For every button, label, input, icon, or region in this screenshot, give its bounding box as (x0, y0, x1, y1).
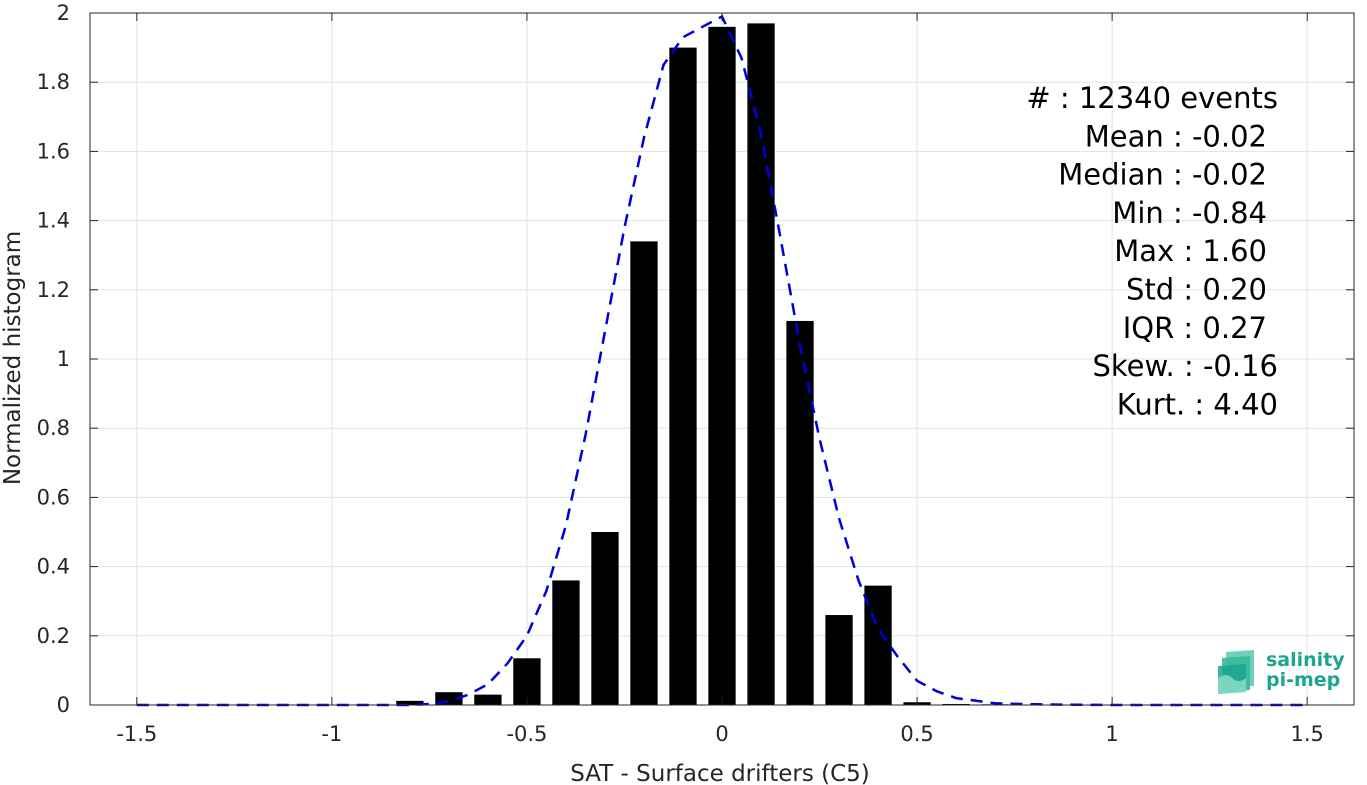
histogram-bar (864, 585, 892, 705)
y-tick-label: 0.4 (37, 555, 70, 579)
x-tick-label: -1.5 (116, 722, 157, 746)
logo-mark-icon (1218, 650, 1254, 694)
histogram-bar (396, 700, 424, 705)
x-tick-label: -0.5 (506, 722, 547, 746)
stats-line: # : 12340 events (1026, 81, 1278, 115)
x-tick-label: 1 (1105, 722, 1118, 746)
y-axis-label: Normalized histogram (0, 231, 26, 485)
stats-line: Skew. : -0.16 (1092, 349, 1278, 383)
stats-line: Median : -0.02 (1058, 158, 1267, 192)
y-tick-label: 0.8 (37, 416, 70, 440)
y-tick-label: 0.6 (37, 485, 70, 509)
y-tick-label: 0 (57, 693, 70, 717)
x-tick-labels: -1.5 -1 -0.5 0 0.5 1 1.5 (116, 722, 1324, 746)
logo-line2: pi-mep (1266, 669, 1340, 691)
histogram-bar (942, 703, 970, 705)
y-tick-labels: 0 0.2 0.4 0.6 0.8 1 1.2 1.4 1.6 1.8 2 (37, 1, 70, 717)
histogram-bar (708, 26, 736, 705)
y-tick-label: 1.8 (37, 70, 70, 94)
x-tick-label: 1.5 (1290, 722, 1323, 746)
stats-line: IQR : 0.27 (1123, 311, 1267, 345)
salinity-pi-mep-logo: salinity pi-mep (1218, 649, 1345, 694)
x-axis-label: SAT - Surface drifters (C5) (570, 761, 870, 785)
stats-line: Std : 0.20 (1126, 273, 1267, 307)
histogram-bar (630, 241, 658, 706)
histogram-bar (825, 615, 853, 705)
stats-line: Kurt. : 4.40 (1117, 387, 1278, 421)
histogram-bar (747, 23, 775, 705)
logo-line1: salinity (1266, 649, 1345, 671)
x-tick-label: -1 (321, 722, 342, 746)
y-tick-label: 2 (57, 1, 70, 25)
y-tick-label: 1.2 (37, 278, 70, 302)
stats-line: Max : 1.60 (1114, 234, 1267, 268)
x-tick-label: 0.5 (900, 722, 933, 746)
y-tick-label: 1.4 (37, 209, 70, 233)
histogram-bar (474, 694, 502, 705)
ticks-group (90, 12, 1354, 706)
y-tick-label: 1 (57, 347, 70, 371)
histogram-bar (786, 320, 814, 705)
y-tick-label: 0.2 (37, 624, 70, 648)
stats-line: Mean : -0.02 (1085, 119, 1267, 153)
histogram-bar (552, 580, 580, 705)
stats-box: # : 12340 events Mean : -0.02 Median : -0.… (1026, 81, 1278, 421)
bars-group (396, 23, 1048, 706)
histogram-bar (669, 47, 697, 706)
x-tick-label: 0 (715, 722, 728, 746)
y-tick-label: 1.6 (37, 139, 70, 163)
stats-line: Min : -0.84 (1112, 196, 1267, 230)
histogram-bar (591, 532, 619, 705)
